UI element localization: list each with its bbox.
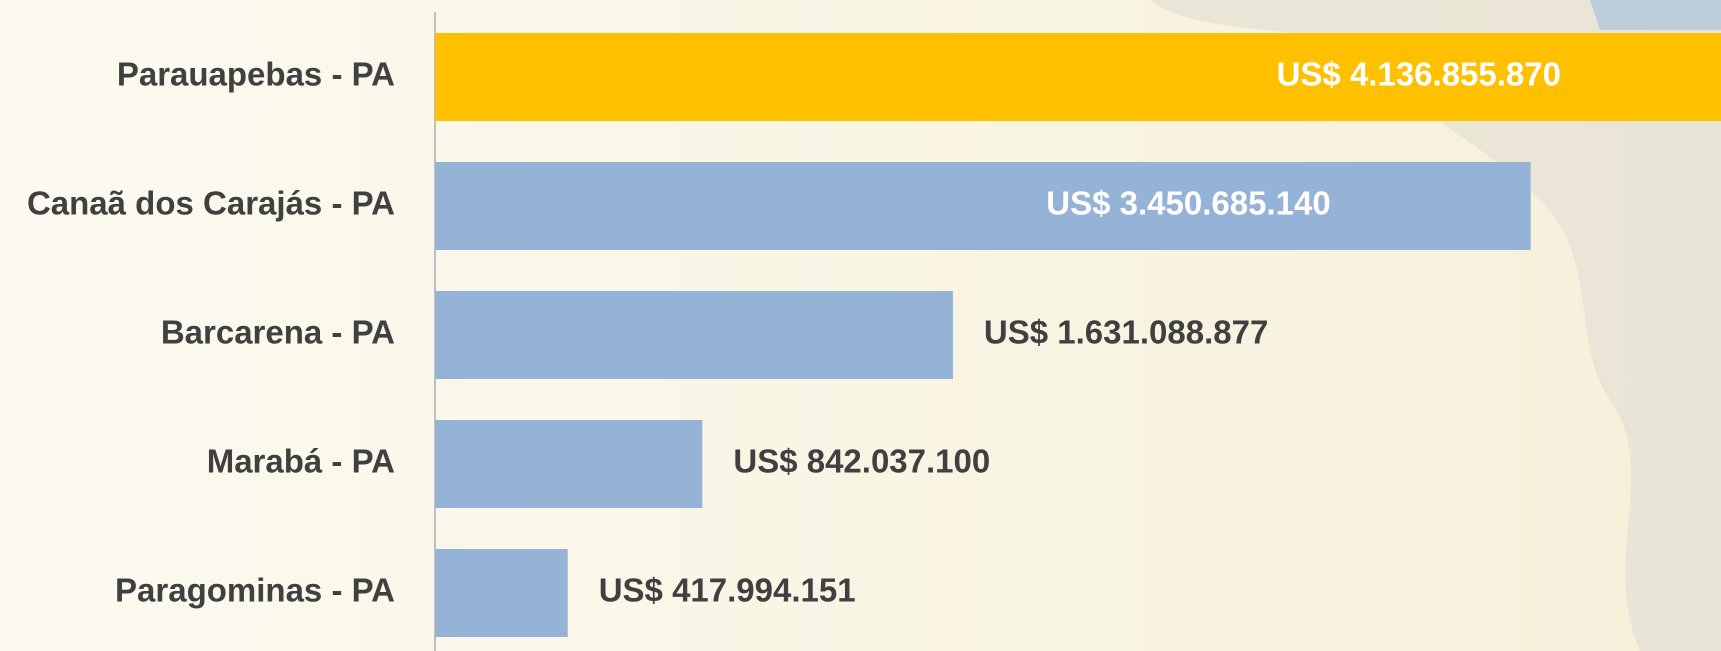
map-water <box>1590 0 1721 30</box>
value-label: US$ 1.631.088.877 <box>984 314 1268 351</box>
bar <box>435 420 703 508</box>
value-label: US$ 3.450.685.140 <box>1046 185 1330 222</box>
category-label: Parauapebas - PA <box>117 56 395 93</box>
value-label: US$ 842.037.100 <box>733 443 990 480</box>
bar <box>435 549 568 637</box>
category-label: Canaã dos Carajás - PA <box>27 185 395 222</box>
category-label: Marabá - PA <box>207 443 395 480</box>
category-label: Barcarena - PA <box>161 314 395 351</box>
bar <box>435 291 953 379</box>
map-shape <box>1150 0 1721 651</box>
bar <box>435 162 1531 250</box>
category-label: Paragominas - PA <box>115 572 395 609</box>
value-label: US$ 4.136.855.870 <box>1277 56 1561 93</box>
bar <box>435 33 1721 121</box>
value-label: US$ 417.994.151 <box>599 572 856 609</box>
